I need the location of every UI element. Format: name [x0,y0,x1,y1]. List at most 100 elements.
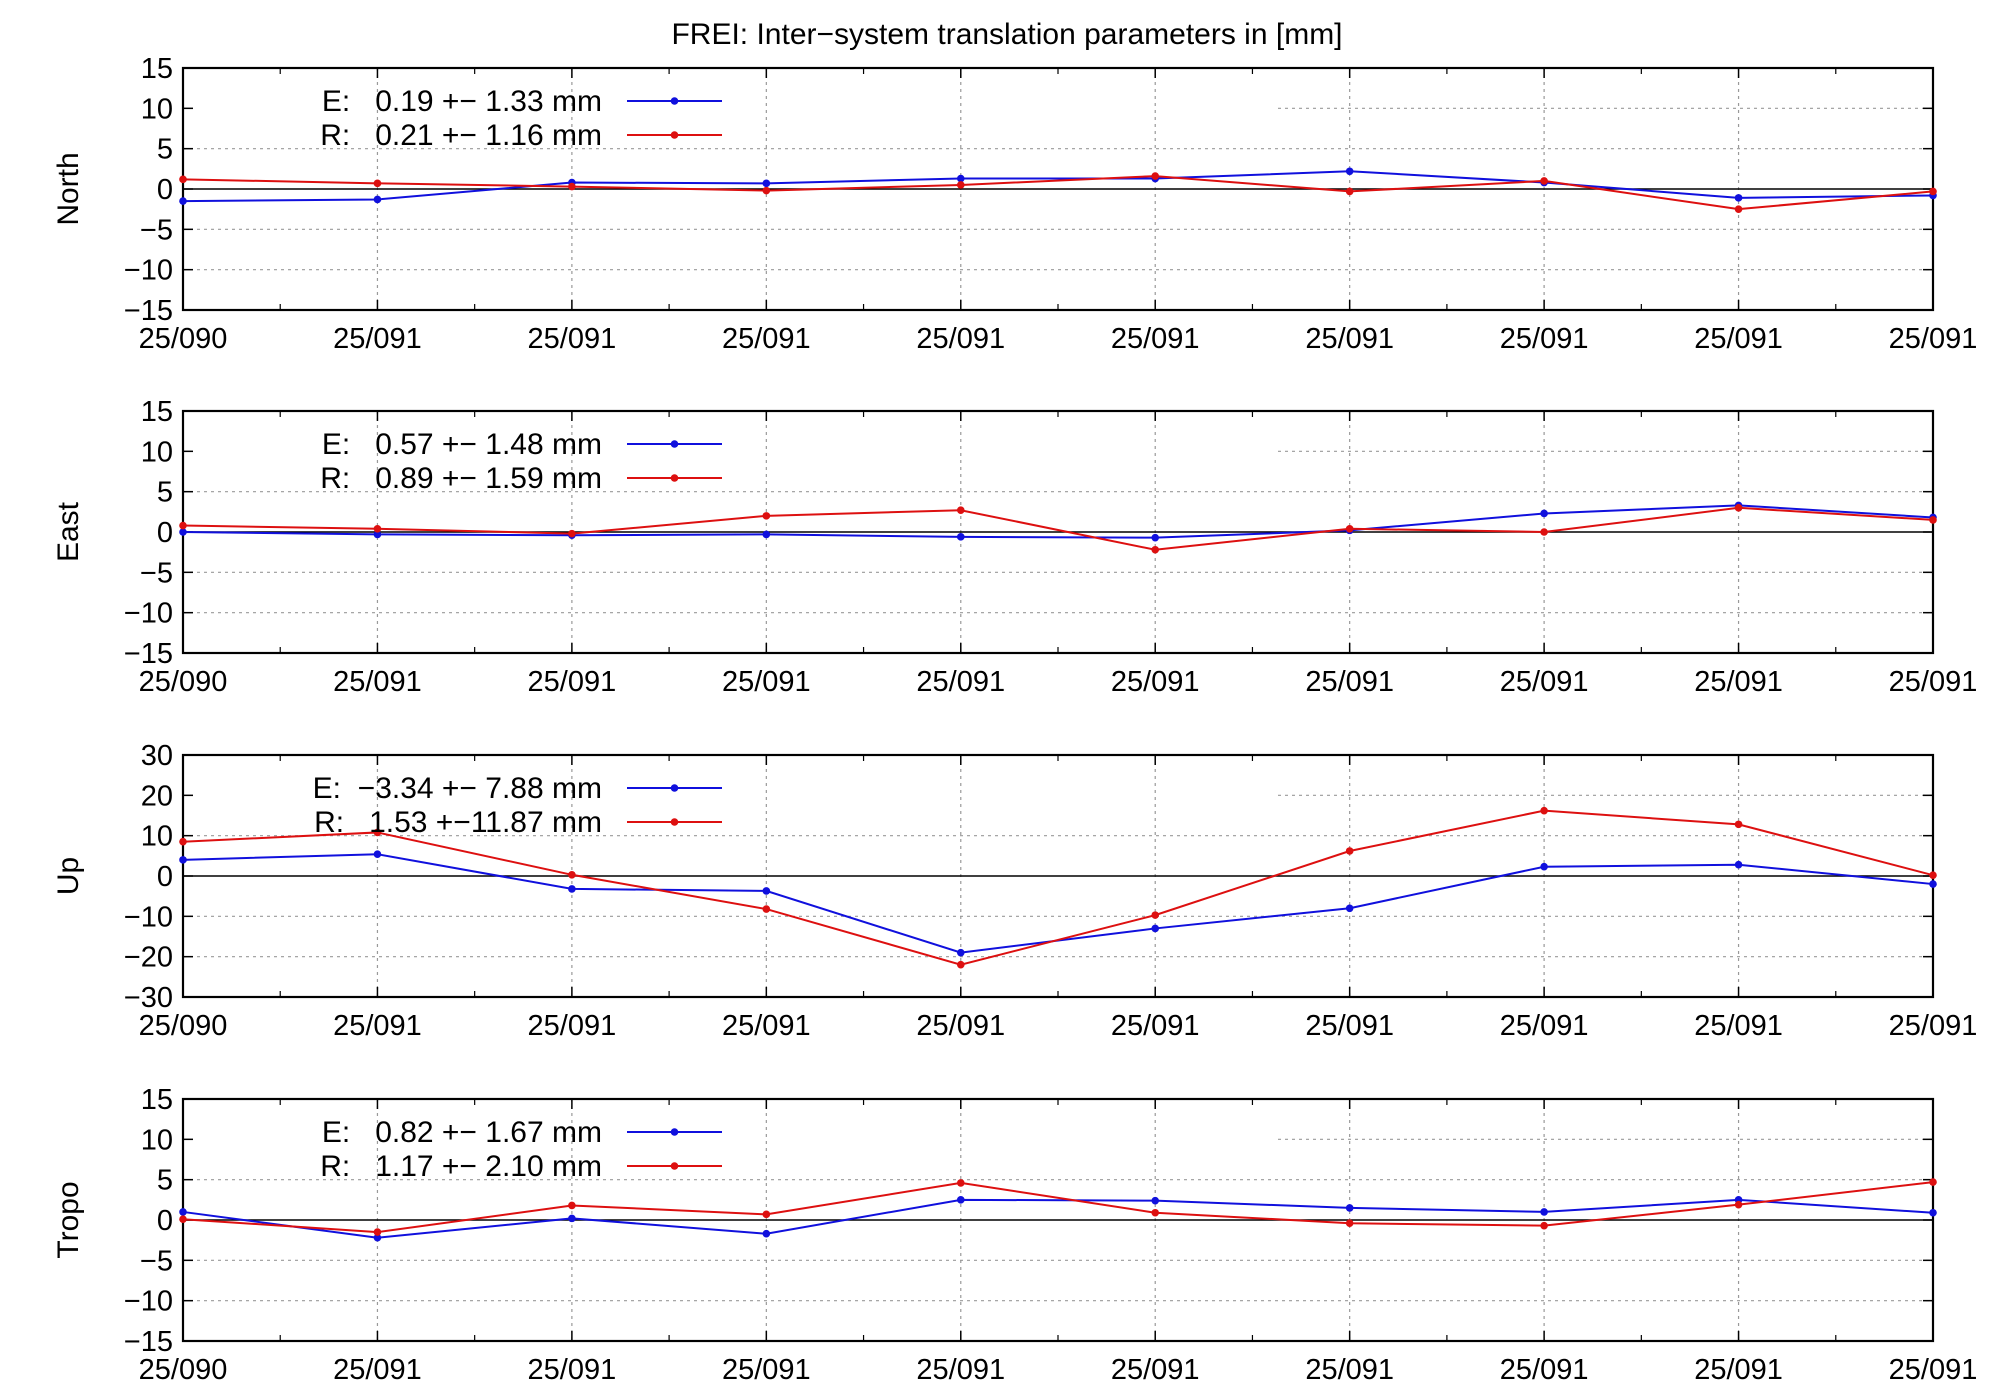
y-tick-label: −15 [124,1326,173,1358]
data-point-e [1345,904,1354,913]
data-point-r [1734,504,1743,512]
data-point-r [1734,205,1743,213]
y-tick-label: −10 [124,598,173,630]
data-point-e [1734,860,1743,869]
data-point-e [762,1229,771,1238]
y-tick-label: −10 [124,1286,173,1318]
legend-marker-e [670,1128,679,1136]
x-tick-label: 25/091 [916,1010,1005,1042]
data-point-r [1929,871,1937,879]
legend-label-r: R: 1.53 +−11.87 mm [314,806,602,839]
data-point-r [1151,911,1160,919]
series-line-e [182,1198,1934,1239]
data-point-r [1151,172,1160,180]
data-point-e [1540,509,1548,518]
data-point-r [179,837,187,846]
y-tick-label: −15 [124,295,173,327]
y-tick-label: 0 [157,1205,173,1237]
data-point-e [179,528,187,536]
y-tick-label: 15 [141,53,173,85]
data-point-e [1540,862,1548,871]
data-point-r [1345,847,1354,855]
legend-marker-r [670,818,679,826]
data-point-r [956,181,965,189]
data-point-r [568,529,576,538]
data-point-e [1151,1196,1160,1205]
y-tick-label: 20 [141,780,173,812]
y-tick-label: −15 [124,638,173,670]
x-tick-label: 25/091 [528,323,617,355]
data-point-e [956,533,965,541]
x-tick-label: 25/091 [1111,1354,1200,1386]
data-point-e [1151,924,1160,933]
x-tick-label: 25/091 [722,1354,811,1386]
data-point-r [1734,1200,1743,1209]
y-tick-label: 10 [141,821,173,853]
x-tick-label: 25/091 [916,1354,1005,1386]
x-tick-label: 25/091 [722,666,811,698]
y-tick-label: 10 [141,1124,173,1156]
data-point-r [568,1201,576,1210]
x-tick-label: 25/091 [1305,323,1394,355]
data-point-r [1540,177,1548,185]
series-line-r [182,175,1934,211]
data-point-r [956,506,965,515]
y-tick-label: 5 [157,1165,173,1197]
legend-label-e: E: 0.82 +− 1.67 mm [322,1116,602,1149]
data-point-e [568,885,576,893]
x-tick-label: 25/091 [1305,666,1394,698]
y-tick-label: 15 [141,1084,173,1116]
data-point-e [373,530,382,539]
data-point-e [762,179,771,188]
legend-label-e: E: 0.57 +− 1.48 mm [322,428,602,461]
x-tick-label: 25/090 [139,666,228,698]
x-tick-label: 25/091 [1889,1354,1978,1386]
legend-marker-r [670,474,679,482]
x-tick-label: 25/091 [528,666,617,698]
x-tick-label: 25/091 [1111,1010,1200,1042]
y-tick-label: −20 [124,942,173,974]
x-tick-label: 25/091 [1305,1010,1394,1042]
data-point-r [1151,545,1160,554]
data-point-r [1345,187,1354,196]
data-point-r [568,182,576,191]
x-tick-label: 25/091 [1305,1354,1394,1386]
legend-marker-e [670,97,679,105]
y-axis-label: Up [52,857,85,895]
series-line-r [182,809,1934,966]
data-point-e [762,887,771,895]
data-point-r [373,1228,382,1236]
y-tick-label: −10 [124,255,173,287]
data-point-e [762,530,771,539]
legend-label-e: E: −3.34 +− 7.88 mm [313,772,602,805]
data-point-e [179,1208,187,1216]
x-tick-label: 25/091 [333,666,422,698]
data-point-r [373,524,382,533]
data-point-r [1345,524,1354,533]
y-tick-label: −5 [140,1245,173,1277]
legend-marker-r [670,1162,679,1170]
x-tick-label: 25/091 [1111,666,1200,698]
data-point-r [956,1179,965,1187]
series-line-r [182,506,1934,551]
legend-marker-e [670,440,679,448]
data-point-r [1540,528,1548,536]
y-tick-label: 10 [141,93,173,125]
y-tick-label: 0 [157,174,173,206]
x-tick-label: 25/091 [1500,323,1589,355]
y-tick-label: −30 [124,982,173,1014]
y-tick-label: 5 [157,134,173,166]
y-tick-label: 0 [157,517,173,549]
y-tick-label: 15 [141,396,173,428]
data-point-e [373,1233,382,1242]
x-tick-label: 25/091 [916,666,1005,698]
x-tick-label: 25/091 [333,323,422,355]
data-point-r [1540,1221,1548,1230]
y-tick-label: 0 [157,861,173,893]
x-tick-label: 25/090 [139,1354,228,1386]
y-tick-label: 10 [141,436,173,468]
x-tick-label: 25/091 [1500,1010,1589,1042]
